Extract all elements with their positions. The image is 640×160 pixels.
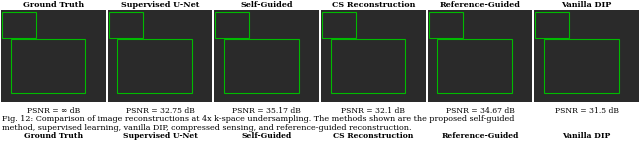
Text: CS Reconstruction: CS Reconstruction xyxy=(333,132,413,140)
Text: Self-Guided: Self-Guided xyxy=(241,1,293,9)
Text: Supervised U-Net: Supervised U-Net xyxy=(123,132,197,140)
Text: Ground Truth: Ground Truth xyxy=(23,1,84,9)
Text: PSNR = 31.5 dB: PSNR = 31.5 dB xyxy=(555,107,619,115)
Text: CS Reconstruction: CS Reconstruction xyxy=(332,1,415,9)
Text: method, supervised learning, vanilla DIP, compressed sensing, and reference-guid: method, supervised learning, vanilla DIP… xyxy=(2,124,412,132)
Bar xyxy=(331,39,405,93)
Text: Ground Truth: Ground Truth xyxy=(24,132,83,140)
Bar xyxy=(429,12,463,38)
Bar xyxy=(109,12,143,38)
Bar xyxy=(535,12,570,38)
Bar xyxy=(437,39,512,93)
Text: PSNR = 34.67 dB: PSNR = 34.67 dB xyxy=(445,107,515,115)
Bar xyxy=(117,39,192,93)
Text: Vanilla DIP: Vanilla DIP xyxy=(561,1,612,9)
Text: PSNR = 32.75 dB: PSNR = 32.75 dB xyxy=(125,107,195,115)
Text: Fig. 12: Comparison of image reconstructions at 4x k-space undersampling. The me: Fig. 12: Comparison of image reconstruct… xyxy=(2,115,515,123)
Bar xyxy=(108,10,212,102)
Bar xyxy=(224,39,299,93)
Text: Supervised U-Net: Supervised U-Net xyxy=(121,1,199,9)
Bar xyxy=(215,12,250,38)
Bar xyxy=(544,39,619,93)
Bar xyxy=(2,12,36,38)
Bar xyxy=(428,10,532,102)
Text: Self-Guided: Self-Guided xyxy=(241,132,292,140)
Bar xyxy=(1,10,106,102)
Bar xyxy=(534,10,639,102)
Bar xyxy=(321,10,426,102)
Bar xyxy=(11,39,85,93)
Text: PSNR = 32.1 dB: PSNR = 32.1 dB xyxy=(341,107,405,115)
Text: Reference-Guided: Reference-Guided xyxy=(440,1,520,9)
Text: Vanilla DIP: Vanilla DIP xyxy=(563,132,611,140)
Text: Reference-Guided: Reference-Guided xyxy=(442,132,518,140)
Text: PSNR = ∞ dB: PSNR = ∞ dB xyxy=(27,107,80,115)
Text: PSNR = 35.17 dB: PSNR = 35.17 dB xyxy=(232,107,301,115)
Bar xyxy=(214,10,319,102)
Bar xyxy=(322,12,356,38)
